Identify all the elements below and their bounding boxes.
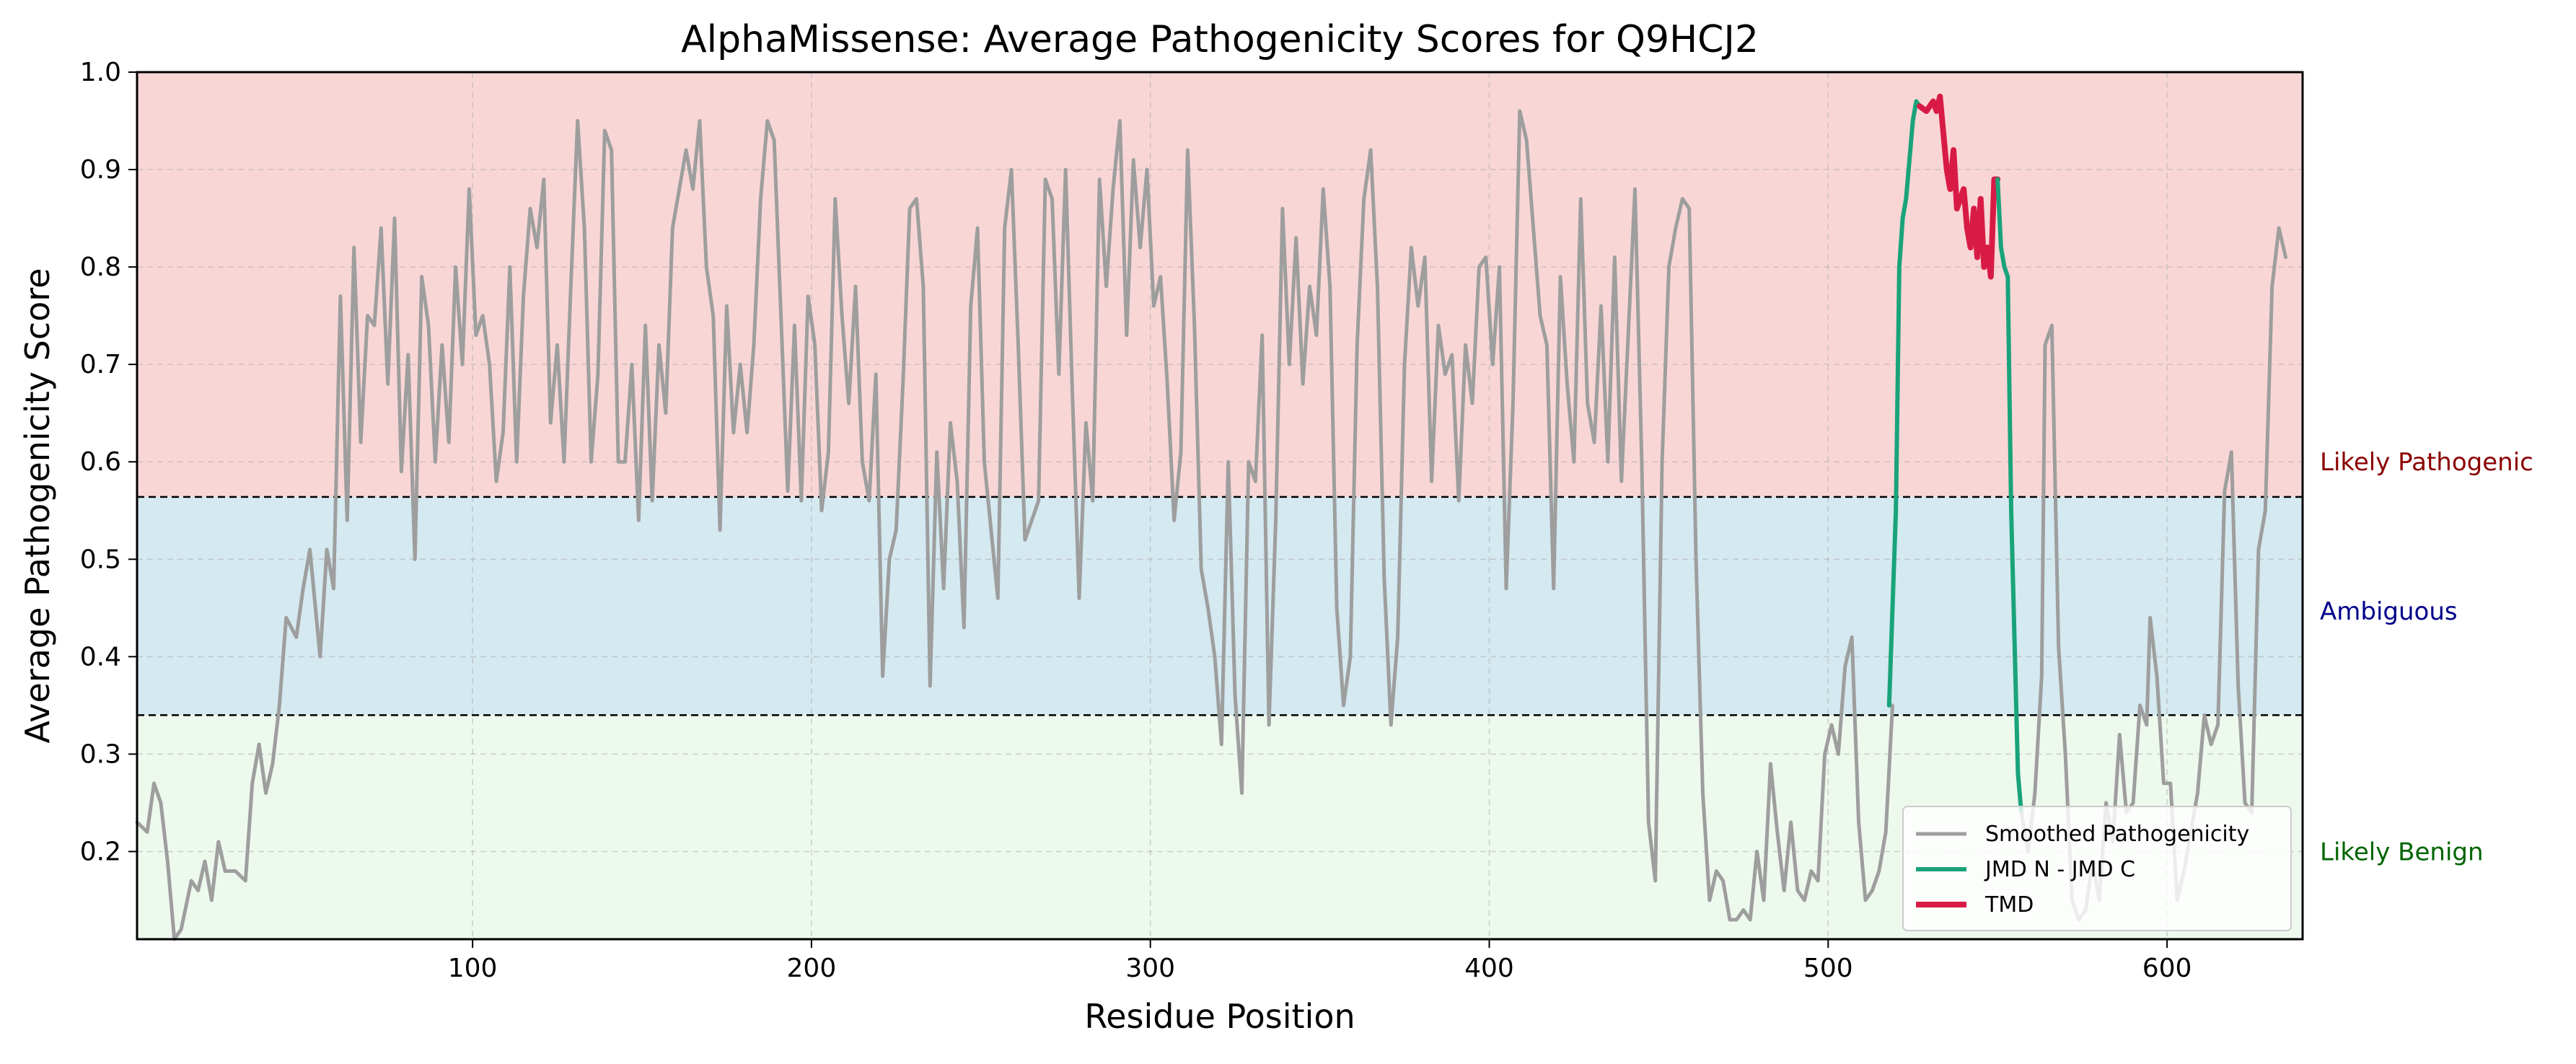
x-tick-label: 600 xyxy=(2142,954,2192,983)
y-tick-label: 0.8 xyxy=(80,252,121,282)
legend-label: Smoothed Pathogenicity xyxy=(1985,822,2249,847)
series-lines xyxy=(135,93,2287,941)
y-axis-ticks: 0.2 0.3 0.4 0.5 0.6 0.7 0.8 0.9 1.0 xyxy=(80,58,137,866)
x-tick-label: 300 xyxy=(1125,954,1175,983)
x-tick-label: 500 xyxy=(1803,954,1853,983)
y-tick-label: 0.6 xyxy=(80,447,121,477)
zone-labels: Likely Pathogenic Ambiguous Likely Benign xyxy=(2320,448,2533,866)
legend-box xyxy=(1902,806,2292,931)
y-tick-label: 1.0 xyxy=(80,58,121,87)
legend-label: JMD N - JMD C xyxy=(1984,857,2135,882)
zone-likely-pathogenic xyxy=(137,72,2303,497)
threshold-lines xyxy=(137,496,2303,716)
grid-lines xyxy=(137,71,2303,939)
chart-title: AlphaMissense: Average Pathogenicity Sco… xyxy=(681,18,1759,61)
series-line-0 xyxy=(135,109,1894,941)
legend: Smoothed Pathogenicity JMD N - JMD C TMD xyxy=(1902,806,2292,931)
zone-label: Likely Pathogenic xyxy=(2320,448,2533,477)
legend-label: TMD xyxy=(1984,892,2034,918)
series-line-3 xyxy=(1995,177,2024,815)
x-tick-label: 200 xyxy=(787,954,837,983)
series-line-1 xyxy=(1886,99,1922,708)
zone-label: Likely Benign xyxy=(2320,837,2484,866)
y-axis-label: Average Pathogenicity Score xyxy=(18,268,57,744)
y-tick-label: 0.2 xyxy=(80,837,121,866)
y-tick-label: 0.7 xyxy=(80,350,121,379)
x-axis-label: Residue Position xyxy=(1084,997,1355,1036)
x-tick-label: 400 xyxy=(1464,954,1514,983)
zone-label: Ambiguous xyxy=(2320,597,2458,626)
y-tick-label: 0.5 xyxy=(80,545,121,574)
y-tick-label: 0.9 xyxy=(80,155,121,185)
y-tick-label: 0.3 xyxy=(80,739,121,769)
series-line-2 xyxy=(1917,93,2001,280)
zone-ambiguous xyxy=(137,496,2303,716)
x-tick-label: 100 xyxy=(448,954,498,983)
plot-frame xyxy=(136,71,2304,941)
series-line-4 xyxy=(2019,226,2287,922)
x-axis-ticks: 100 200 300 400 500 600 xyxy=(448,939,2192,983)
y-tick-label: 0.4 xyxy=(80,642,121,672)
